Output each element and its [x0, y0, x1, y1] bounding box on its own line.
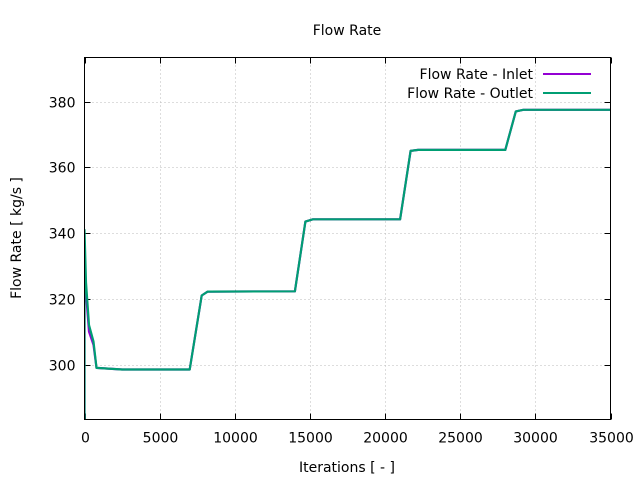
legend-label: Flow Rate - Outlet: [407, 86, 533, 102]
x-tick-label: 30000: [513, 431, 558, 447]
x-tick-label: 25000: [438, 431, 483, 447]
chart-title: Flow Rate: [313, 23, 382, 39]
y-axis-label: Flow Rate [ kg/s ]: [9, 177, 25, 299]
x-tick-label: 15000: [288, 431, 333, 447]
plot-border: [84, 57, 611, 420]
y-tick-label: 340: [49, 227, 76, 243]
x-axis-label: Iterations [ - ]: [299, 460, 395, 476]
y-tick-label: 380: [49, 96, 76, 112]
y-tick-label: 360: [49, 161, 76, 177]
series-line-0: [84, 108, 611, 420]
x-tick-label: 35000: [589, 431, 634, 447]
x-tick-label: 20000: [363, 431, 408, 447]
series-line-1: [84, 108, 611, 420]
y-tick-label: 320: [49, 293, 76, 309]
x-tick-label: 5000: [143, 431, 179, 447]
legend-label: Flow Rate - Inlet: [420, 67, 534, 83]
x-tick-label: 10000: [213, 431, 258, 447]
y-tick-label: 300: [49, 359, 76, 375]
x-tick-label: 0: [81, 431, 90, 447]
